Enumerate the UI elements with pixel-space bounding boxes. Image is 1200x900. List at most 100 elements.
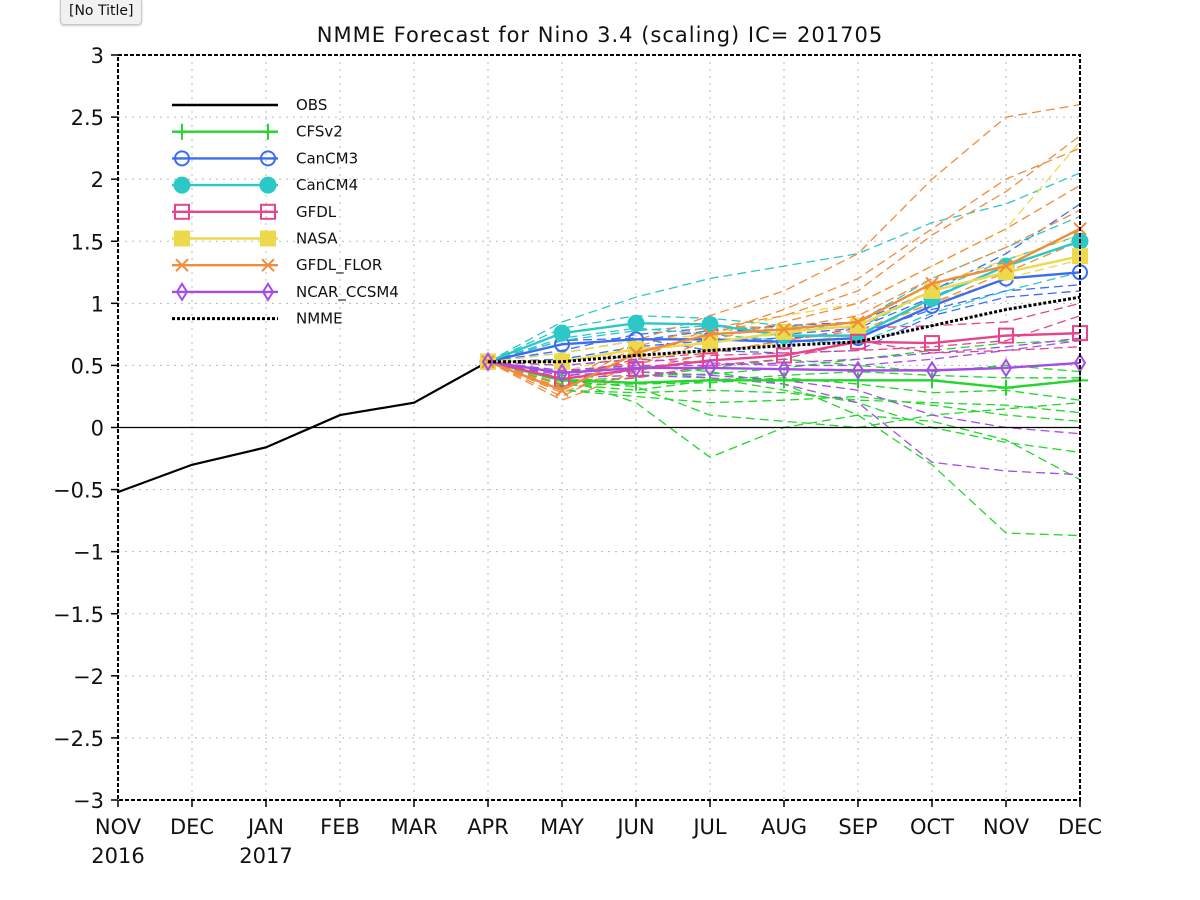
x-tick-label: JAN: [246, 815, 284, 839]
series-point-nasa: [1072, 248, 1088, 265]
y-tick-label: 0.5: [71, 354, 104, 378]
y-tick-label: 1: [91, 292, 104, 316]
y-tick-label: −2: [73, 665, 104, 689]
legend-marker-nasa: [260, 230, 276, 247]
series-point-ncar-ccsm4: [1073, 353, 1087, 373]
series-point-nasa: [628, 341, 644, 358]
series-point-cancm4: [701, 315, 719, 333]
series-point-ncar-ccsm4: [777, 359, 791, 380]
legend-marker-gfdl: [260, 203, 276, 220]
series-line-gfdl: [487, 331, 1081, 381]
series-point-cfsv2: [776, 372, 792, 389]
y-tick-label: 0: [91, 417, 104, 441]
y-tick-label: 2.5: [71, 106, 104, 130]
legend-marker-gfdl-flor: [175, 258, 189, 272]
series-point-ncar-ccsm4: [555, 362, 569, 383]
x-tick-label: JUN: [615, 815, 654, 839]
legend-marker-ncar-ccsm4: [261, 282, 275, 302]
y-tick-label: −1: [73, 541, 104, 565]
x-tick-label: AUG: [761, 815, 807, 839]
y-tick-label: 1.5: [71, 230, 104, 254]
ensemble-line-ncar-ccsm4: [487, 339, 1081, 367]
series-point-gfdl: [998, 327, 1014, 344]
model-means: [117, 222, 1089, 494]
legend-label-gfdl: GFDL: [296, 203, 337, 221]
ensemble-members: [487, 104, 1081, 537]
legend: OBS CFSv2 CanCM3 CanCM4 GFDL NASA GFDL_FLOR NCA…: [172, 96, 399, 328]
series-point-cfsv2: [850, 372, 866, 389]
ensemble-line-nasa: [487, 141, 1081, 363]
legend-marker-cfsv2: [260, 123, 276, 140]
series-point-gfdl-flor: [777, 322, 791, 337]
series-point-gfdl-flor: [851, 315, 865, 329]
x-tick-label: MAR: [390, 815, 437, 839]
x-tick-label: JUL: [691, 815, 727, 839]
series-point-nasa: [702, 335, 718, 352]
legend-label-cancm3: CanCM3: [296, 149, 358, 167]
series-point-cancm4: [553, 324, 571, 342]
legend-marker-cancm3: [174, 150, 190, 167]
series-point-gfdl-flor: [555, 383, 569, 397]
x-tick-year-label: 2016: [91, 844, 144, 868]
x-tick-label: SEP: [838, 815, 877, 839]
legend-marker-nasa: [174, 230, 190, 247]
series-point-gfdl-flor: [703, 327, 717, 342]
legend-label-nasa: NASA: [296, 230, 338, 248]
legend-marker-cancm3: [260, 150, 276, 167]
ensemble-line-cancm4: [487, 234, 1081, 363]
legend-marker-cancm4: [173, 176, 191, 194]
series-point-gfdl-flor: [925, 276, 939, 291]
series-point-ncar-ccsm4: [629, 358, 643, 378]
x-tick-year-label: 2017: [239, 844, 292, 868]
y-tick-label: 2: [91, 168, 104, 192]
series-point-ncar-ccsm4: [851, 360, 865, 381]
y-tick-label: −1.5: [53, 603, 104, 627]
legend-marker-gfdl-flor: [261, 258, 275, 272]
ensemble-line-gfdl-flor: [487, 184, 1081, 394]
y-tick-label: −2.5: [53, 727, 104, 751]
ensemble-line-cfsv2: [487, 361, 1081, 422]
x-tick-label: NOV: [983, 815, 1030, 839]
series-point-nasa: [554, 353, 570, 370]
ensemble-line-cancm4: [487, 172, 1081, 363]
legend-marker-cfsv2: [174, 123, 190, 140]
series-point-ncar-ccsm4: [481, 351, 495, 372]
x-tick-label: DEC: [170, 815, 214, 839]
series-point-nasa: [776, 323, 792, 340]
series-point-cfsv2: [998, 379, 1014, 396]
y-tick-label: 3: [91, 44, 104, 68]
ensemble-line-gfdl-flor: [487, 135, 1081, 398]
series-point-cfsv2: [924, 372, 940, 389]
legend-label-cancm4: CanCM4: [296, 176, 358, 194]
series-line-obs: [117, 360, 489, 494]
series-point-ncar-ccsm4: [703, 358, 717, 378]
series-point-gfdl: [924, 335, 940, 352]
series-point-nasa: [998, 264, 1014, 281]
legend-label-obs: OBS: [296, 96, 327, 114]
axes: NOV 2016 DEC JAN 2017 FEB MAR APR MAY JUN JUL AUG SE…: [53, 44, 1102, 868]
y-tick-label: −3: [73, 789, 104, 813]
ensemble-line-cfsv2: [487, 361, 1081, 414]
series-point-ncar-ccsm4: [925, 360, 939, 381]
window-title-tab[interactable]: [No Title]: [60, 0, 143, 25]
x-tick-label: OCT: [910, 815, 954, 839]
series-line-nmme: [488, 295, 1081, 364]
legend-label-ncar-ccsm4: NCAR_CCSM4: [296, 283, 399, 302]
series-point-gfdl-flor: [999, 259, 1013, 273]
series-point-ncar-ccsm4: [999, 358, 1013, 378]
x-tick-label: APR: [467, 815, 509, 839]
x-tick-label: FEB: [320, 815, 360, 839]
legend-marker-cancm4: [259, 176, 277, 194]
series-point-gfdl-flor: [629, 346, 643, 360]
x-tick-label: MAY: [540, 815, 584, 839]
legend-label-nmme: NMME: [296, 310, 343, 328]
legend-marker-gfdl: [174, 203, 190, 220]
x-tick-label: NOV: [95, 815, 142, 839]
x-tick-label: DEC: [1058, 815, 1102, 839]
chart-title: NMME Forecast for Nino 3.4 (scaling) IC=…: [317, 23, 883, 47]
series-point-cancm4: [627, 314, 645, 332]
legend-label-cfsv2: CFSv2: [296, 123, 343, 141]
ensemble-line-gfdl-flor: [487, 104, 1081, 385]
legend-marker-ncar-ccsm4: [175, 282, 189, 302]
